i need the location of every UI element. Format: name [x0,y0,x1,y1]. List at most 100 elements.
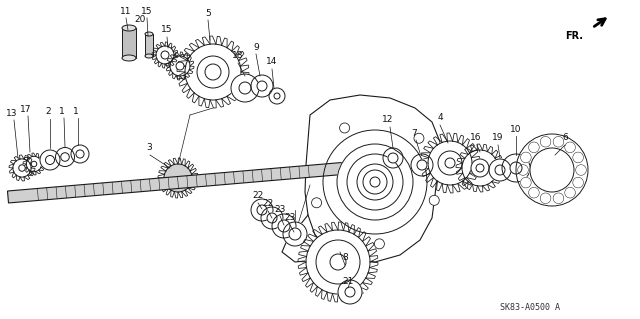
Circle shape [56,147,74,167]
Circle shape [529,187,540,198]
Circle shape [576,165,586,175]
Text: 2: 2 [45,108,51,116]
Circle shape [251,199,273,221]
Circle shape [239,82,251,94]
Circle shape [502,154,530,182]
Text: SK83-A0500 A: SK83-A0500 A [500,302,560,311]
Text: 11: 11 [120,6,132,16]
Circle shape [347,154,403,210]
Bar [145,34,153,56]
Circle shape [553,193,564,204]
Circle shape [553,137,564,147]
Circle shape [573,152,584,163]
Text: 7: 7 [411,129,417,137]
Circle shape [388,153,398,163]
Circle shape [40,150,60,170]
Text: 12: 12 [382,115,394,124]
Circle shape [312,198,321,208]
Circle shape [518,165,529,175]
Polygon shape [8,162,349,203]
Circle shape [357,164,393,200]
Circle shape [45,155,54,165]
Circle shape [374,239,385,249]
Circle shape [156,46,174,64]
Circle shape [529,142,540,153]
Circle shape [261,207,283,229]
Circle shape [26,156,42,172]
Circle shape [19,165,25,171]
Text: 19: 19 [492,133,504,143]
Text: 15: 15 [161,26,173,34]
Ellipse shape [145,32,153,36]
Circle shape [289,228,301,240]
Circle shape [520,152,531,163]
Circle shape [370,177,380,187]
Circle shape [340,123,349,133]
Circle shape [269,88,285,104]
Circle shape [176,62,184,70]
Text: 15: 15 [141,6,153,16]
Text: 10: 10 [510,124,522,133]
Text: 8: 8 [342,254,348,263]
Circle shape [61,153,69,161]
Circle shape [345,287,355,297]
Circle shape [338,280,362,304]
Circle shape [257,205,267,215]
Bar [122,28,136,58]
Circle shape [564,142,575,153]
Text: 4: 4 [437,114,443,122]
Circle shape [476,164,484,172]
Circle shape [428,141,472,185]
Circle shape [164,164,192,192]
Circle shape [414,133,424,143]
Circle shape [520,177,531,188]
Circle shape [573,177,584,188]
Circle shape [278,220,290,232]
Circle shape [337,144,413,220]
Circle shape [489,159,511,181]
Text: 13: 13 [6,108,18,117]
Text: 6: 6 [562,133,568,143]
Ellipse shape [122,25,136,31]
Circle shape [438,151,462,175]
Circle shape [306,230,370,294]
Circle shape [516,134,588,206]
Text: 5: 5 [205,9,211,18]
Circle shape [540,137,551,147]
Circle shape [495,165,505,175]
Ellipse shape [122,55,136,61]
Text: 16: 16 [470,133,482,143]
Text: 3: 3 [146,144,152,152]
Circle shape [383,148,403,168]
Text: 23: 23 [284,213,296,222]
Circle shape [542,160,562,180]
Circle shape [272,214,296,238]
Text: 17: 17 [20,105,32,114]
Circle shape [267,213,277,223]
Circle shape [76,150,84,158]
Circle shape [510,162,522,174]
Text: FR.: FR. [565,31,583,41]
Circle shape [71,145,89,163]
Circle shape [471,159,489,177]
Circle shape [445,158,455,168]
Circle shape [330,254,346,270]
Circle shape [205,64,221,80]
Circle shape [170,56,190,76]
Text: 21: 21 [342,278,354,286]
Text: 14: 14 [266,57,278,66]
Circle shape [185,44,241,100]
Circle shape [429,195,439,205]
Circle shape [197,56,229,88]
Circle shape [411,154,433,176]
Circle shape [363,170,387,194]
Text: 9: 9 [253,42,259,51]
Circle shape [257,81,267,91]
Circle shape [323,130,427,234]
Circle shape [540,193,551,204]
Text: 23: 23 [275,204,285,213]
Text: 1: 1 [59,107,65,115]
Circle shape [417,160,427,170]
Circle shape [564,187,575,198]
Text: 20: 20 [134,16,146,25]
